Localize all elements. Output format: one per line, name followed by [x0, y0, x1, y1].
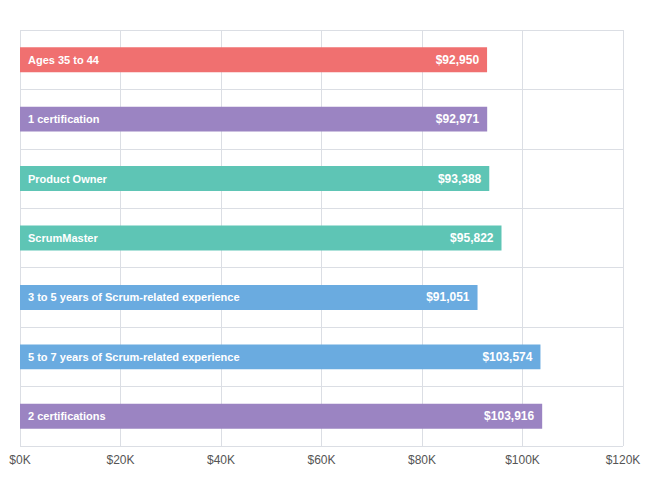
svg-text:2 certifications: 2 certifications [28, 410, 106, 422]
svg-text:$92,971: $92,971 [436, 112, 480, 126]
svg-text:$0K: $0K [9, 453, 30, 467]
svg-text:$103,574: $103,574 [482, 350, 532, 364]
svg-text:$103,916: $103,916 [484, 409, 534, 423]
svg-text:$95,822: $95,822 [450, 231, 494, 245]
svg-text:$60K: $60K [307, 453, 335, 467]
svg-text:3 to 5 years of Scrum-related: 3 to 5 years of Scrum-related experience [28, 291, 240, 303]
svg-text:$80K: $80K [408, 453, 436, 467]
svg-text:$40K: $40K [207, 453, 235, 467]
svg-text:$120K: $120K [606, 453, 641, 467]
svg-text:1 certification: 1 certification [28, 113, 100, 125]
svg-text:$93,388: $93,388 [438, 172, 482, 186]
svg-text:5 to 7 years of Scrum-related: 5 to 7 years of Scrum-related experience [28, 351, 240, 363]
svg-text:$20K: $20K [106, 453, 134, 467]
svg-text:$100K: $100K [505, 453, 540, 467]
svg-text:$91,051: $91,051 [426, 290, 470, 304]
svg-text:Product Owner: Product Owner [28, 173, 108, 185]
svg-text:ScrumMaster: ScrumMaster [28, 232, 98, 244]
svg-text:$92,950: $92,950 [436, 53, 480, 67]
svg-text:Ages 35 to 44: Ages 35 to 44 [28, 54, 100, 66]
